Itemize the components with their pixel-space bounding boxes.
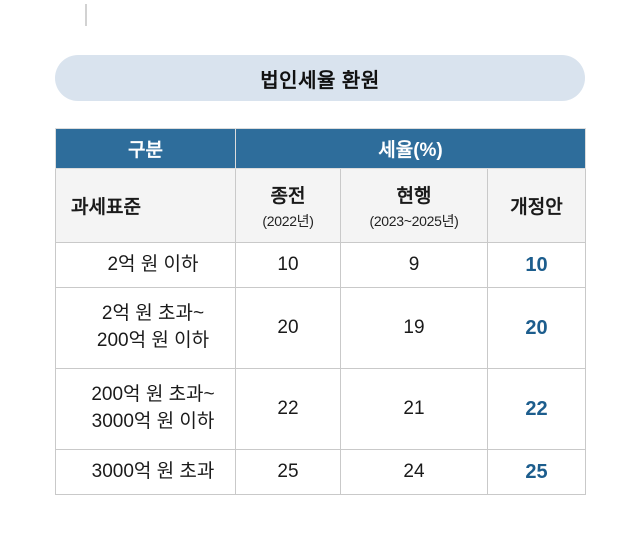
corporate-tax-rate-table: 구분 세율(%) 과세표준 종전 (2022년) 현행 (2023~2025년)… <box>55 128 587 495</box>
table-row: 3000억 원 초과 25 24 25 <box>55 449 587 495</box>
cell-prev-rate: 20 <box>235 287 341 369</box>
cell-revised-rate: 25 <box>486 449 587 495</box>
cell-current-rate: 21 <box>340 368 488 450</box>
header-revised: 개정안 <box>486 168 587 243</box>
cell-current-rate: 24 <box>340 449 488 495</box>
header-category: 구분 <box>55 128 236 169</box>
header-current-label: 현행 <box>396 185 432 207</box>
cell-tax-base: 3000억 원 초과 <box>55 449 236 495</box>
header-tax-base: 과세표준 <box>55 168 236 243</box>
header-current: 현행 (2023~2025년) <box>340 168 488 243</box>
header-sub-row: 과세표준 종전 (2022년) 현행 (2023~2025년) 개정안 <box>55 168 587 243</box>
table-row: 2억 원 초과~ 200억 원 이하 20 19 20 <box>55 287 587 369</box>
header-previous-label: 종전 <box>270 185 306 207</box>
top-left-tick-mark <box>85 4 87 26</box>
header-group-row: 구분 세율(%) <box>55 128 587 169</box>
cell-tax-base: 200억 원 초과~ 3000억 원 이하 <box>55 368 236 450</box>
cell-prev-rate: 22 <box>235 368 341 450</box>
cell-revised-rate: 22 <box>486 368 587 450</box>
header-current-year: (2023~2025년) <box>369 212 459 229</box>
table-row: 200억 원 초과~ 3000억 원 이하 22 21 22 <box>55 368 587 450</box>
table-row: 2억 원 이하 10 9 10 <box>55 242 587 288</box>
cell-prev-rate: 10 <box>235 242 341 288</box>
page-title-text: 법인세율 환원 <box>260 69 380 92</box>
cell-current-rate: 19 <box>340 287 488 369</box>
cell-prev-rate: 25 <box>235 449 341 495</box>
cell-revised-rate: 20 <box>486 287 587 369</box>
header-rate-group: 세율(%) <box>234 128 587 169</box>
header-previous: 종전 (2022년) <box>235 168 341 243</box>
header-previous-year: (2022년) <box>262 212 314 229</box>
cell-tax-base: 2억 원 이하 <box>55 242 236 288</box>
cell-current-rate: 9 <box>340 242 488 288</box>
cell-tax-base: 2억 원 초과~ 200억 원 이하 <box>55 287 236 369</box>
cell-revised-rate: 10 <box>486 242 587 288</box>
page-title: 법인세율 환원 <box>55 55 585 101</box>
